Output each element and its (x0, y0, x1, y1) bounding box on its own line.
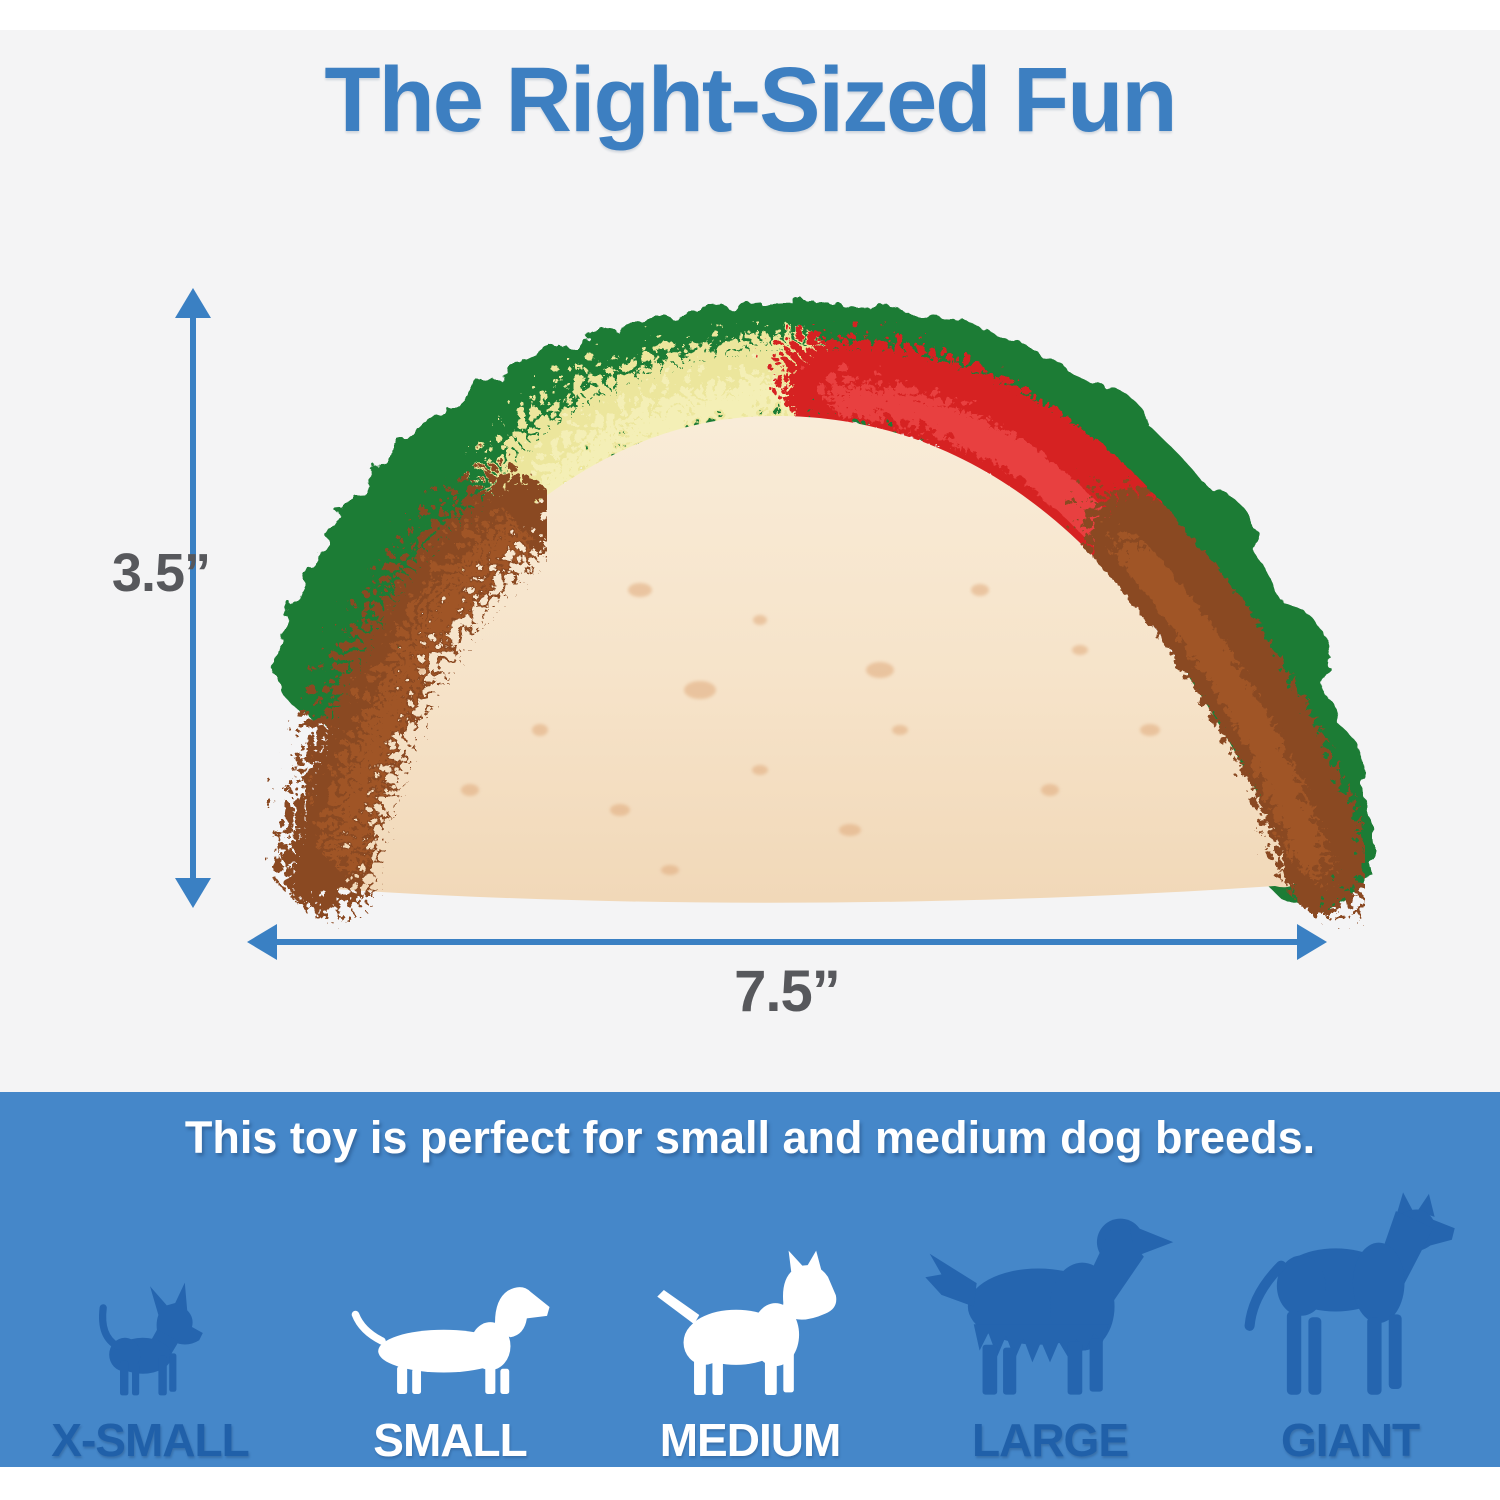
size-col-x-small: X-SMALL (0, 1172, 300, 1467)
width-arrow (247, 924, 1327, 960)
taco-toy-illustration (269, 302, 1375, 908)
great-dane-icon (1244, 1192, 1455, 1395)
size-label-large: LARGE (972, 1414, 1129, 1466)
size-label-small: SMALL (373, 1414, 527, 1466)
measurement-area: The Right-Sized Fun (0, 30, 1500, 1092)
size-guide-banner: This toy is perfect for small and medium… (0, 1092, 1500, 1467)
size-label-x-small: X-SMALL (51, 1414, 249, 1466)
tortilla-speckles (413, 544, 1160, 875)
bull-terrier-icon (656, 1250, 836, 1396)
tortilla (304, 415, 1297, 903)
meat (269, 460, 1359, 902)
size-col-giant: GIANT (1200, 1172, 1500, 1467)
size-col-medium: MEDIUM (600, 1172, 900, 1467)
breed-sizes-row: X-SMALL (0, 1172, 1500, 1467)
height-arrow (175, 288, 211, 908)
page-title: The Right-Sized Fun (324, 49, 1177, 151)
size-label-giant: GIANT (1280, 1414, 1420, 1466)
banner-heading: This toy is perfect for small and medium… (184, 1112, 1316, 1163)
size-col-small: SMALL (300, 1172, 600, 1467)
size-col-large: LARGE (900, 1172, 1200, 1467)
height-dimension-label: 3.5” (111, 543, 211, 603)
bottom-margin (0, 1467, 1500, 1500)
chihuahua-icon (99, 1282, 203, 1396)
spaniel-icon (925, 1218, 1174, 1395)
arrow-down-icon (175, 878, 211, 908)
dachshund-icon (351, 1287, 550, 1394)
size-label-medium: MEDIUM (659, 1414, 842, 1466)
width-dimension-label: 7.5” (734, 959, 841, 1024)
arrow-right-icon (1297, 924, 1327, 960)
